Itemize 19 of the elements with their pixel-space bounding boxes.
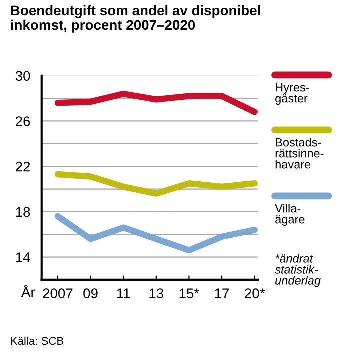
legend-label: Hyres- gäster [276, 83, 310, 106]
x-tick-label: 11 [117, 288, 130, 298]
legend-label: Bostads- rättsinne- havare [276, 138, 324, 169]
x-tick-label: 09 [84, 288, 98, 298]
x-axis-title: År [22, 284, 36, 298]
y-tick-label: 14 [16, 252, 30, 262]
x-tick-label: 13 [150, 288, 164, 298]
legend-label: Villa- ägare [275, 204, 305, 226]
y-tick-label: 26 [16, 116, 30, 126]
y-tick-label: 22 [16, 162, 30, 172]
x-tick-label: 2007 [43, 288, 73, 298]
x-tick-label: 20* [245, 288, 266, 298]
y-tick-label: 18 [16, 207, 30, 218]
y-tick-label: 30 [16, 71, 30, 82]
chart-title: Boendeutgift som andel av disponibel inkomst, procent 2007–2020 [11, 5, 260, 33]
x-tick-label: 15* [180, 288, 200, 298]
x-tick-label: 17 [215, 288, 230, 298]
text: Källa: SCB [11, 336, 64, 346]
text: *ändrat statistik- underlag [275, 254, 321, 288]
